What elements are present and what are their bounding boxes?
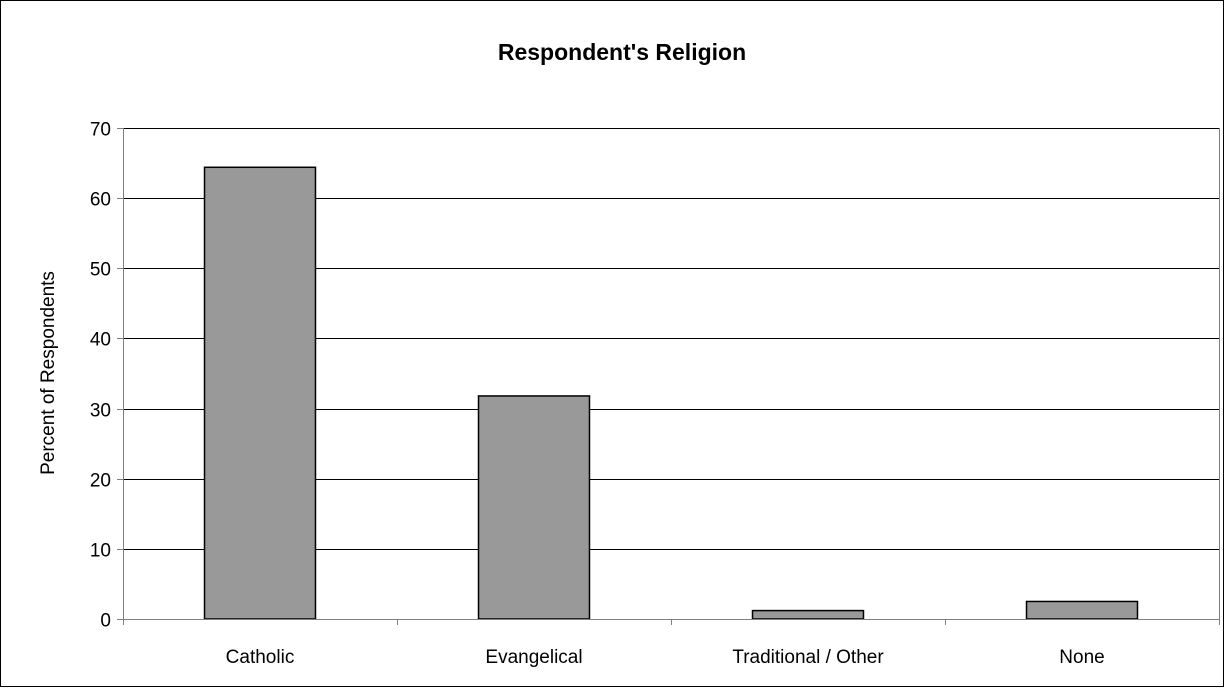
x-tick-label: None — [1059, 647, 1104, 668]
bar-none — [1025, 600, 1139, 620]
bar-evangelical — [477, 395, 591, 620]
y-tick-label: 0 — [100, 611, 111, 632]
y-tick-label: 60 — [90, 190, 111, 211]
x-tick-label: Catholic — [226, 647, 295, 668]
y-tick-label: 30 — [90, 401, 111, 422]
y-tick-label: 20 — [90, 471, 111, 492]
bar-traditional-other — [751, 609, 865, 620]
y-tick-labels: 0 10 20 30 40 50 60 70 — [90, 120, 111, 632]
y-tick-label: 50 — [90, 260, 111, 281]
x-tick-labels: Catholic Evangelical Traditional / Other No… — [226, 647, 1105, 668]
chart-title: Respondent's Religion — [498, 39, 746, 65]
y-tick-label: 10 — [90, 541, 111, 562]
y-tick-label: 40 — [90, 330, 111, 351]
x-tick-label: Traditional / Other — [732, 647, 884, 668]
y-axis-title: Percent of Respondents — [38, 271, 59, 475]
x-tick-label: Evangelical — [485, 647, 582, 668]
axes — [117, 128, 1220, 625]
bar-catholic — [203, 166, 317, 620]
y-tick-label: 70 — [90, 120, 111, 141]
